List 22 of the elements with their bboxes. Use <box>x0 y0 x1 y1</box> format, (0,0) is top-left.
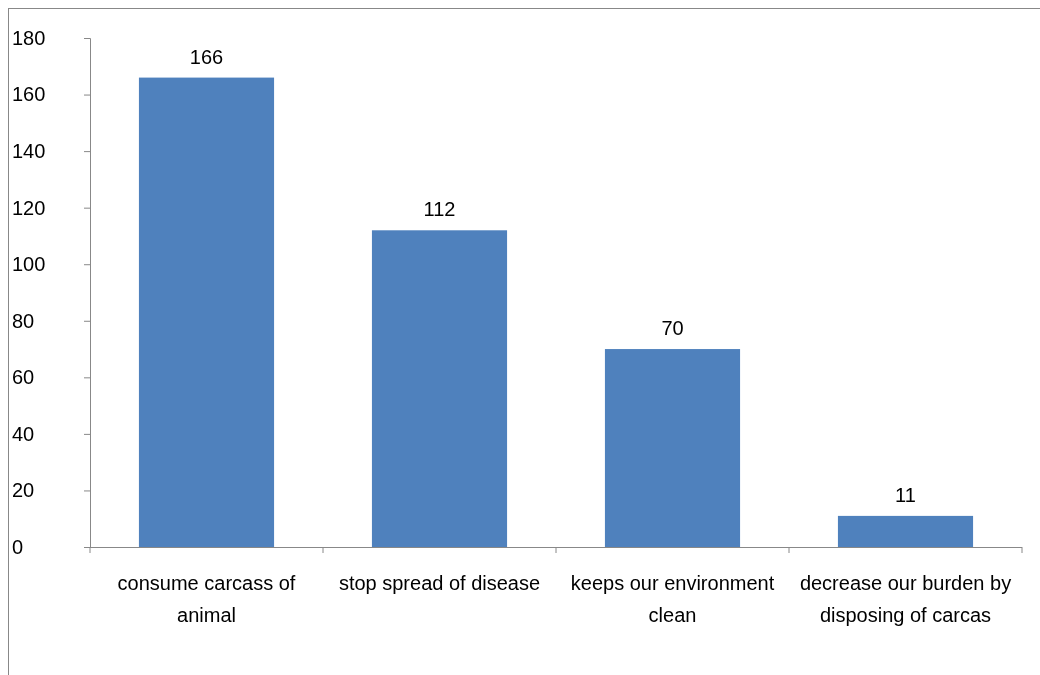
y-tick-label: 140 <box>12 140 46 163</box>
y-tick-label: 180 <box>12 26 46 49</box>
x-tick-label: decrease our burden by disposing of carcas <box>799 572 1012 626</box>
data-label: 11 <box>895 483 916 506</box>
y-tick-label: 60 <box>12 366 35 389</box>
y-tick-label: 0 <box>12 535 24 558</box>
x-tick-label: stop spread of disease <box>338 572 541 594</box>
bar <box>837 515 974 547</box>
x-tick-label: keeps our environment clean <box>570 572 775 626</box>
x-tick-label: consume carcass of animal <box>117 572 296 626</box>
bar <box>604 349 741 547</box>
y-tick-label: 100 <box>12 253 46 276</box>
y-tick-label: 40 <box>12 422 35 445</box>
y-tick-label: 120 <box>12 196 46 219</box>
data-label: 166 <box>189 45 224 68</box>
data-label: 112 <box>423 198 456 221</box>
bar <box>138 77 275 547</box>
y-tick-label: 20 <box>12 479 35 502</box>
bar <box>371 230 508 547</box>
y-tick-label: 80 <box>12 309 35 332</box>
y-tick-label: 160 <box>12 83 46 106</box>
data-label: 70 <box>661 317 684 340</box>
